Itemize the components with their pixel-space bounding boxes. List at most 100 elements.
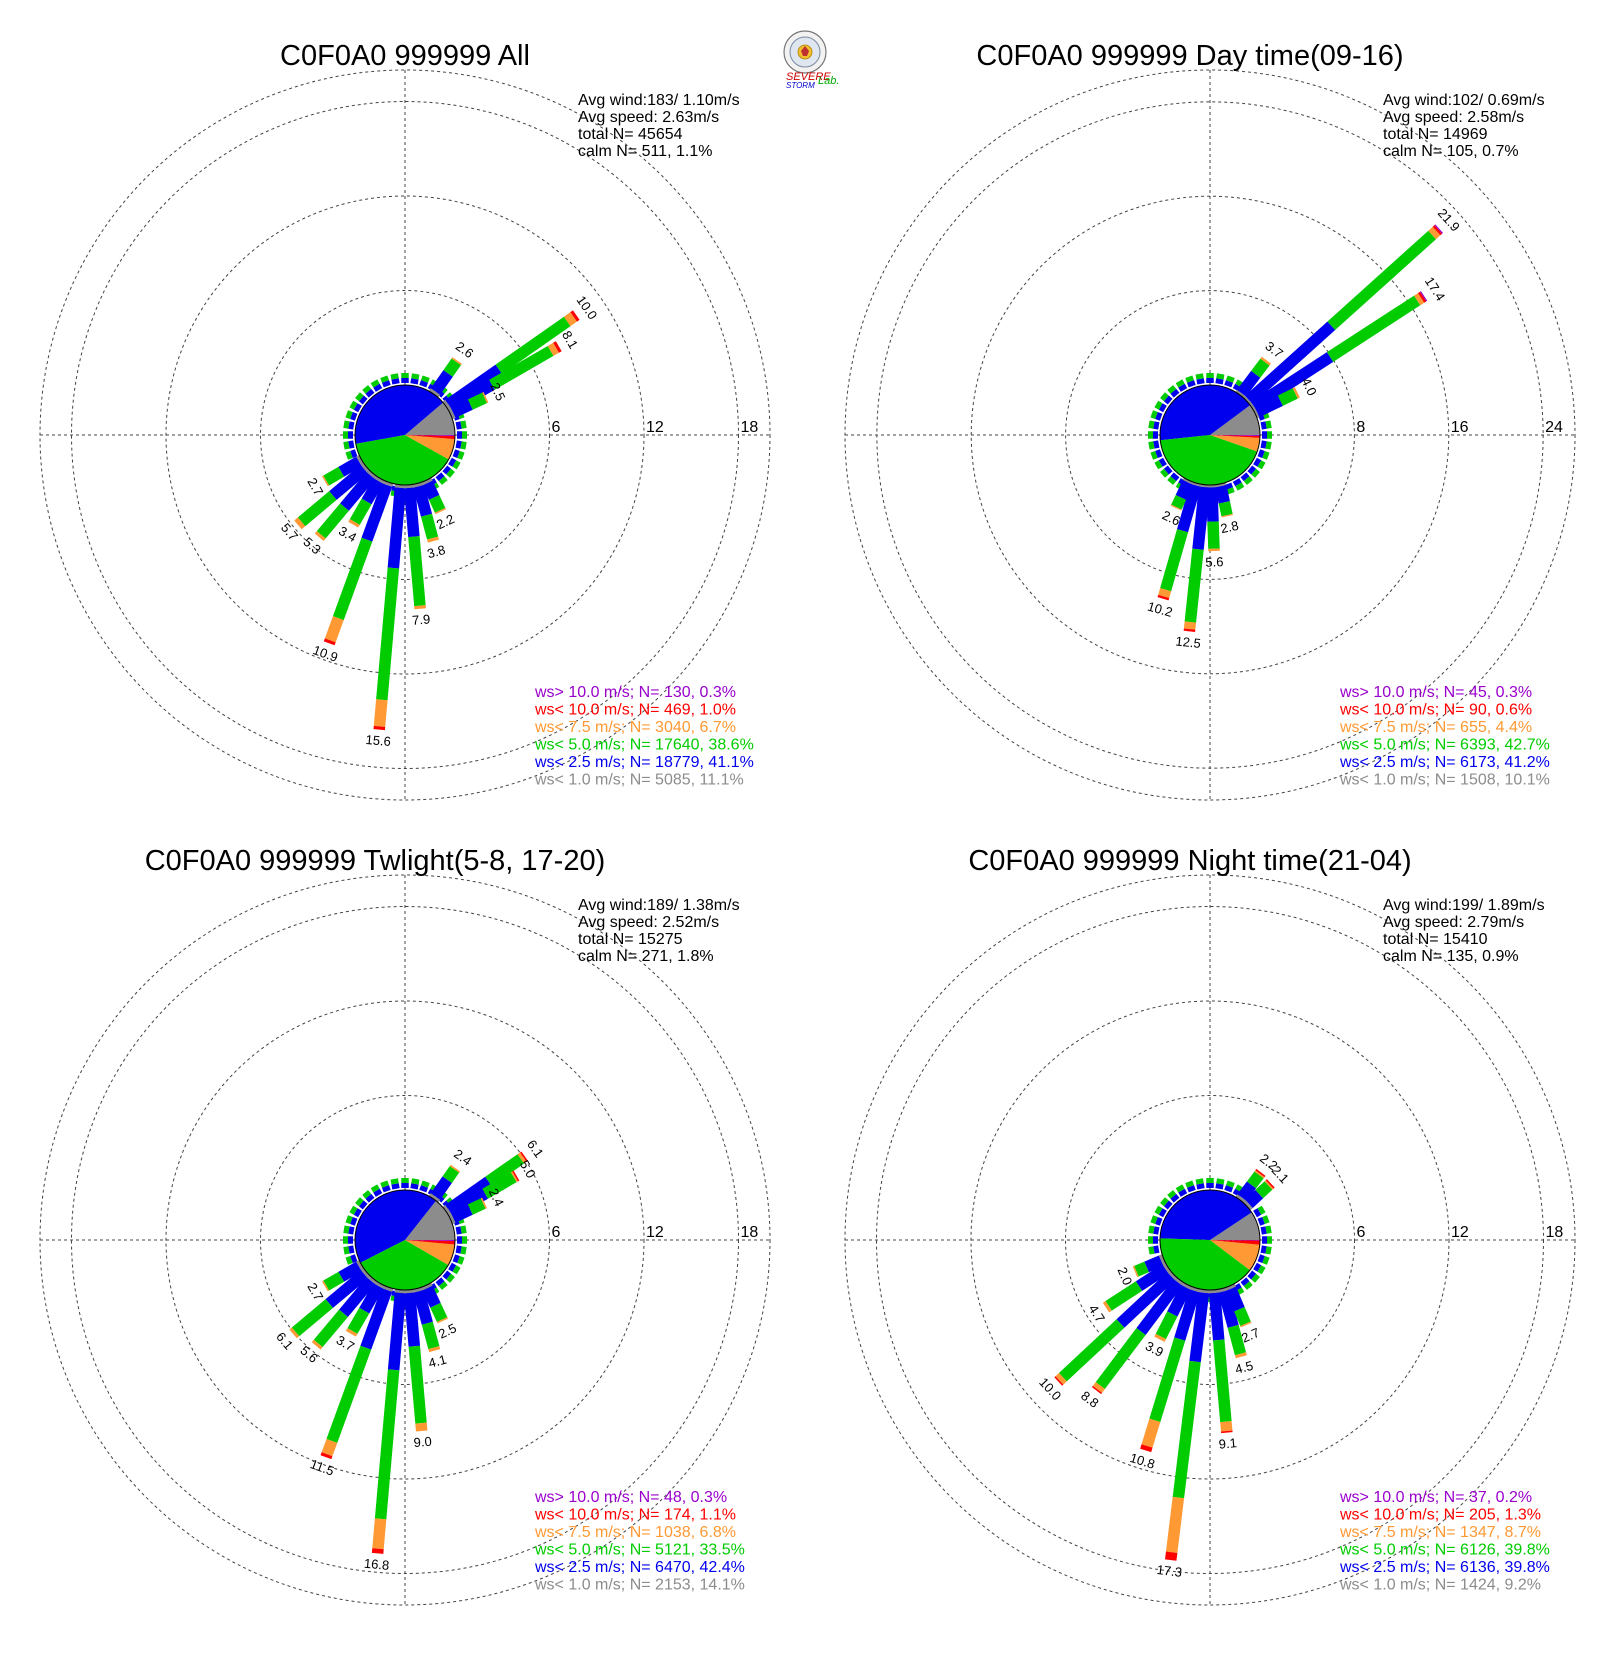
- stat-total-n: total N= 45654: [578, 126, 683, 143]
- bar-segment: [366, 1274, 378, 1285]
- bar-segment: [1292, 387, 1300, 399]
- tick-blue: [1178, 1188, 1188, 1197]
- bar-segment: [1234, 1306, 1251, 1326]
- stat-avg-speed: Avg speed: 2.63m/s: [578, 109, 719, 126]
- bar-value-label: 3.7: [1262, 338, 1285, 361]
- tick-blue: [1170, 388, 1180, 398]
- bar-segment: [430, 1176, 452, 1200]
- bar-247deg: 2.0: [1114, 1254, 1167, 1288]
- legend-entry: ws< 10.0 m/s; N= 174, 1.1%: [534, 1507, 736, 1524]
- tick-blue: [452, 449, 460, 459]
- tick-green: [1225, 487, 1235, 495]
- bar-segment: [420, 477, 433, 486]
- tick-blue: [365, 388, 375, 398]
- bar-segment: [345, 1328, 358, 1337]
- bar-segment: [450, 1204, 473, 1223]
- bar-segment: [291, 1299, 333, 1337]
- bar-segment: [1236, 370, 1261, 397]
- bar-segment: [1160, 529, 1189, 592]
- tick-blue: [348, 421, 355, 430]
- bar-segment: [1058, 1319, 1125, 1382]
- bar-value-label: 16.8: [363, 1556, 390, 1573]
- bar-value-label: 3.9: [1143, 1338, 1166, 1360]
- tick-green: [390, 1178, 399, 1185]
- tick-green: [411, 1178, 420, 1185]
- bar-segment: [1414, 293, 1425, 306]
- ring-tick-label: 24: [1545, 419, 1563, 436]
- bar-segment: [326, 1345, 372, 1443]
- pie-outline: [354, 384, 456, 486]
- bar-segment: [313, 1309, 348, 1348]
- tick-green: [1148, 1225, 1155, 1234]
- bar-237deg: 4.7: [1086, 1262, 1172, 1325]
- legend-entry: ws> 10.0 m/s; N= 45, 0.3%: [1339, 684, 1532, 701]
- bar-segment: [1227, 1324, 1247, 1356]
- bar-segment: [340, 472, 376, 511]
- tick-green: [1160, 1197, 1169, 1207]
- bar-segment: [1054, 1376, 1064, 1386]
- tick-green: [457, 1255, 465, 1265]
- bar-segment: [324, 616, 344, 643]
- bar-value-label: 3.7: [334, 1332, 357, 1354]
- tick-green: [362, 385, 372, 394]
- bar-185deg: 16.8: [363, 1289, 407, 1573]
- bar-segment: [428, 388, 441, 398]
- ring-tick-label: 8: [1356, 419, 1365, 436]
- tick-green: [1225, 375, 1235, 383]
- bar-segment: [1264, 1180, 1274, 1190]
- tick-green: [460, 1225, 467, 1234]
- tick-blue: [1158, 403, 1167, 413]
- bar-segment: [360, 1287, 393, 1350]
- tick-blue: [1170, 1193, 1180, 1203]
- tick-blue: [1153, 1226, 1160, 1235]
- bar-segment: [1144, 1255, 1164, 1273]
- bar-value-label: 3.4: [336, 523, 359, 545]
- stat-calm-n: calm N= 271, 1.8%: [578, 948, 714, 965]
- bar-207deg: 3.9: [1143, 1281, 1193, 1360]
- legend-entry: ws< 2.5 m/s; N= 6173, 41.2%: [1339, 754, 1550, 771]
- bar-segment: [1327, 230, 1436, 331]
- tick-green: [420, 1180, 430, 1188]
- bar-segment: [332, 537, 373, 621]
- stat-avg-speed: Avg speed: 2.79m/s: [1383, 914, 1524, 931]
- bar-segment: [1245, 321, 1336, 405]
- bar-value-label: 6.1: [524, 1137, 547, 1160]
- bar-segment: [1277, 388, 1298, 406]
- tick-blue: [358, 1200, 368, 1210]
- bar-segment: [563, 312, 577, 327]
- bar-200deg: 11.5: [308, 1285, 394, 1479]
- bar-segment: [1177, 483, 1202, 533]
- tick-blue: [455, 1226, 462, 1235]
- tick-green: [1195, 373, 1204, 380]
- bar-segment: [1428, 226, 1441, 240]
- tick-blue: [442, 465, 452, 475]
- ring-tick-label: 6: [1357, 1224, 1366, 1241]
- bar-segment: [329, 464, 368, 500]
- bar-segment: [495, 316, 571, 374]
- tick-green: [1262, 1215, 1270, 1225]
- bar-segment: [467, 392, 488, 410]
- tick-green: [1175, 1184, 1185, 1193]
- bar-segment: [323, 466, 345, 486]
- bar-segment: [1220, 1421, 1233, 1432]
- tick-green: [1195, 1178, 1204, 1185]
- tick-green: [1265, 441, 1272, 450]
- bar-segment: [480, 1197, 488, 1209]
- tick-blue: [452, 1254, 460, 1264]
- bar-value-label: 2.0: [1114, 1265, 1135, 1288]
- bar-segment: [1105, 1281, 1143, 1311]
- bar-segment: [421, 1321, 440, 1350]
- tick-blue: [391, 378, 400, 385]
- legend-entry: ws> 10.0 m/s; N= 37, 0.2%: [1339, 1489, 1532, 1506]
- tick-green: [1262, 1255, 1270, 1265]
- tick-green: [1262, 410, 1270, 420]
- bar-segment: [1140, 1444, 1153, 1453]
- bar-segment: [412, 1286, 425, 1293]
- bar-segment: [349, 498, 372, 525]
- tick-green: [1175, 379, 1185, 388]
- bar-segment: [482, 392, 489, 404]
- tick-blue: [348, 1226, 355, 1235]
- tick-blue: [1153, 421, 1160, 430]
- bar-segment: [360, 462, 371, 474]
- tick-green: [1150, 410, 1158, 420]
